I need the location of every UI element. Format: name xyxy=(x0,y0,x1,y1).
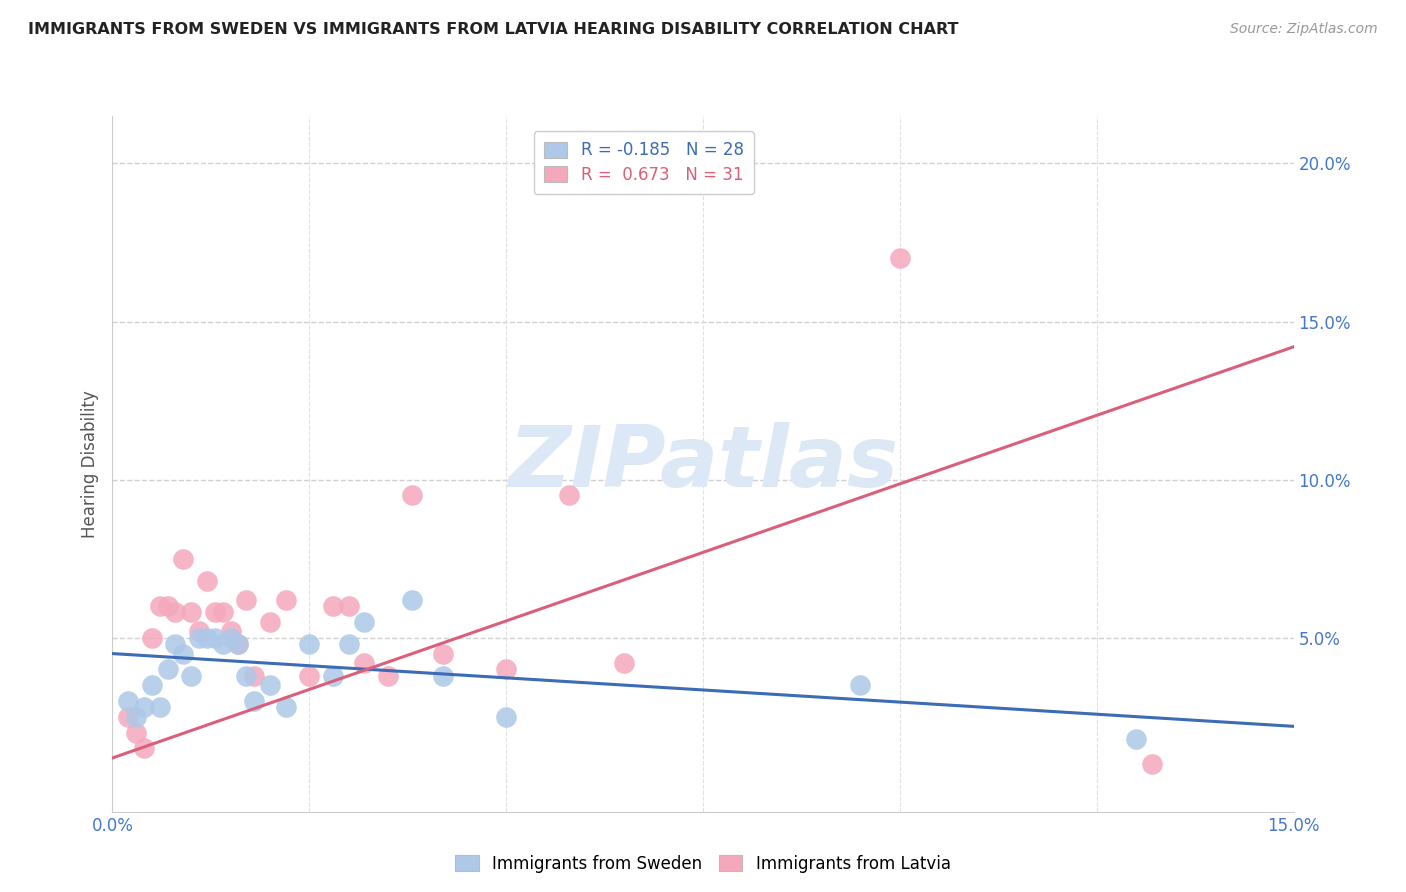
Point xyxy=(149,599,172,614)
Point xyxy=(156,599,179,614)
Point xyxy=(125,725,148,739)
Point xyxy=(298,637,321,651)
Point xyxy=(337,637,360,651)
Point xyxy=(211,637,233,651)
Point xyxy=(117,694,139,708)
Point xyxy=(889,252,911,266)
Point xyxy=(322,669,344,683)
Point xyxy=(353,656,375,670)
Point xyxy=(259,615,281,629)
Point xyxy=(495,662,517,676)
Point xyxy=(219,631,242,645)
Point xyxy=(141,631,163,645)
Point xyxy=(613,656,636,670)
Point xyxy=(228,637,250,651)
Text: IMMIGRANTS FROM SWEDEN VS IMMIGRANTS FROM LATVIA HEARING DISABILITY CORRELATION : IMMIGRANTS FROM SWEDEN VS IMMIGRANTS FRO… xyxy=(28,22,959,37)
Point xyxy=(180,669,202,683)
Point xyxy=(322,599,344,614)
Point xyxy=(353,615,375,629)
Point xyxy=(117,710,139,724)
Point xyxy=(219,624,242,639)
Point xyxy=(132,700,155,714)
Point xyxy=(188,631,211,645)
Point xyxy=(558,488,581,502)
Point xyxy=(141,678,163,692)
Point xyxy=(849,678,872,692)
Point xyxy=(188,624,211,639)
Point xyxy=(235,592,257,607)
Point xyxy=(432,647,454,661)
Point xyxy=(1125,731,1147,746)
Y-axis label: Hearing Disability: Hearing Disability xyxy=(80,390,98,538)
Legend: Immigrants from Sweden, Immigrants from Latvia: Immigrants from Sweden, Immigrants from … xyxy=(449,848,957,880)
Point xyxy=(243,694,266,708)
Point xyxy=(204,606,226,620)
Point xyxy=(132,741,155,756)
Point xyxy=(172,551,194,566)
Point xyxy=(377,669,399,683)
Point xyxy=(337,599,360,614)
Point xyxy=(401,488,423,502)
Point xyxy=(165,637,187,651)
Point xyxy=(274,700,297,714)
Point xyxy=(1140,757,1163,772)
Point xyxy=(195,631,218,645)
Point xyxy=(149,700,172,714)
Point xyxy=(211,606,233,620)
Legend: R = -0.185   N = 28, R =  0.673   N = 31: R = -0.185 N = 28, R = 0.673 N = 31 xyxy=(534,131,754,194)
Point xyxy=(401,592,423,607)
Point xyxy=(172,647,194,661)
Point xyxy=(165,606,187,620)
Point xyxy=(274,592,297,607)
Point xyxy=(298,669,321,683)
Text: Source: ZipAtlas.com: Source: ZipAtlas.com xyxy=(1230,22,1378,37)
Point xyxy=(432,669,454,683)
Point xyxy=(235,669,257,683)
Point xyxy=(195,574,218,588)
Point xyxy=(180,606,202,620)
Point xyxy=(495,710,517,724)
Point xyxy=(156,662,179,676)
Point xyxy=(125,710,148,724)
Point xyxy=(259,678,281,692)
Point xyxy=(204,631,226,645)
Point xyxy=(228,637,250,651)
Text: ZIPatlas: ZIPatlas xyxy=(508,422,898,506)
Point xyxy=(243,669,266,683)
